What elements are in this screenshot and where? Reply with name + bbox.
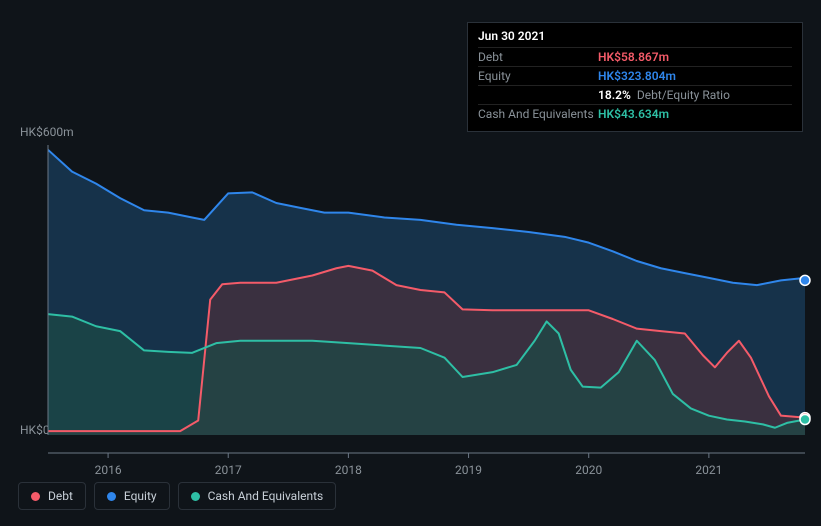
legend-label: Debt (48, 489, 73, 503)
equity-dot-icon (107, 492, 116, 501)
x-axis-tick: 2019 (455, 463, 482, 477)
legend-item-equity[interactable]: Equity (94, 482, 170, 510)
x-axis-tick: 2020 (575, 463, 602, 477)
legend-item-cash[interactable]: Cash And Equivalents (178, 482, 337, 510)
debt-dot-icon (31, 492, 40, 501)
legend-item-debt[interactable]: Debt (18, 482, 86, 510)
cash-dot-icon (191, 492, 200, 501)
x-axis-tick: 2016 (95, 463, 122, 477)
cash-marker-icon (800, 415, 810, 425)
x-axis-tick: 2021 (695, 463, 722, 477)
x-axis-tick: 2017 (215, 463, 242, 477)
legend-label: Cash And Equivalents (208, 489, 324, 503)
x-axis-tick: 2018 (335, 463, 362, 477)
area-chart[interactable] (0, 0, 821, 470)
chart-container: Jun 30 2021 Debt HK$58.867m Equity HK$32… (0, 0, 821, 526)
chart-legend: Debt Equity Cash And Equivalents (18, 482, 336, 510)
legend-label: Equity (124, 489, 157, 503)
equity-marker-icon (800, 275, 810, 285)
